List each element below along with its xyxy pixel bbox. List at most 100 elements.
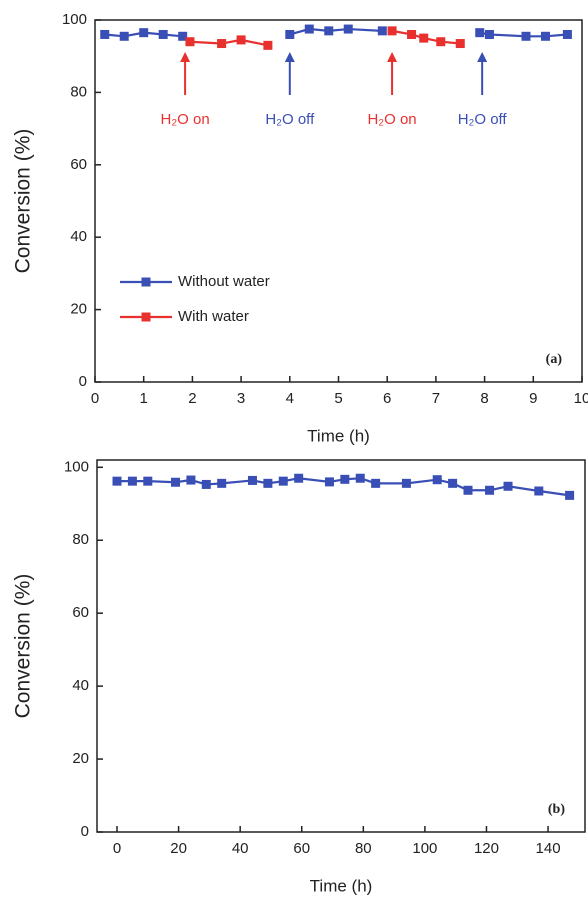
plot-frame [96,459,586,833]
x-tick-label: 40 [232,840,249,857]
data-point [158,29,168,39]
data-point [324,26,334,36]
data-point [139,28,149,38]
data-point [401,478,411,488]
x-tick-label: 100 [412,840,437,857]
data-point [263,40,273,50]
data-point [201,479,211,489]
x-tick-label: 0 [113,840,121,857]
data-point [304,24,314,34]
legend-marker [141,277,151,287]
data-point [407,29,417,39]
data-point [236,35,246,45]
annotation-text: H₂O on [367,111,416,128]
panel-label: (a) [546,352,563,367]
x-tick-label: 10 [574,390,588,407]
data-point [100,29,110,39]
x-tick-label: 1 [140,390,148,407]
y-tick-label: 60 [70,156,87,173]
y-tick-label: 80 [70,83,87,100]
data-point [263,478,273,488]
x-tick-label: 3 [237,390,245,407]
data-point [484,29,494,39]
data-point [278,476,288,486]
data-point [455,39,465,49]
data-point [217,39,227,49]
data-point [340,474,350,484]
data-point [127,476,137,486]
data-point [562,29,572,39]
data-point [565,490,575,500]
annotation-arrowhead [477,52,488,62]
data-point [294,473,304,483]
legend-marker [141,312,151,322]
data-point [448,478,458,488]
data-point [540,31,550,41]
y-tick-label: 20 [72,750,89,767]
data-point [343,24,353,34]
x-tick-label: 7 [432,390,440,407]
data-point [178,31,188,41]
y-axis-title: Conversion (%) [12,129,35,274]
legend-label: With water [178,308,249,325]
x-axis-title: Time (h) [307,426,370,445]
y-tick-label: 40 [72,677,89,694]
y-tick-label: 0 [79,373,87,390]
data-point [436,37,446,47]
annotation-text: H₂O off [265,111,315,128]
x-tick-label: 9 [529,390,537,407]
y-tick-label: 60 [72,604,89,621]
x-axis-title: Time (h) [310,876,373,895]
data-point [463,485,473,495]
annotation-arrowhead [387,52,398,62]
legend-label: Without water [178,273,270,290]
data-point [119,31,129,41]
x-tick-label: 140 [536,840,561,857]
data-point [285,29,295,39]
data-point [247,475,257,485]
x-tick-label: 80 [355,840,372,857]
annotation-arrowhead [284,52,295,62]
y-tick-label: 100 [64,458,89,475]
y-axis-title: Conversion (%) [12,574,35,719]
data-point [355,473,365,483]
x-tick-label: 60 [293,840,310,857]
data-point [534,486,544,496]
plot-frame [94,19,583,383]
y-tick-label: 80 [72,531,89,548]
x-tick-label: 120 [474,840,499,857]
data-point [185,37,195,47]
annotation-text: H₂O off [458,111,508,128]
x-tick-label: 4 [286,390,294,407]
data-point [371,478,381,488]
x-tick-label: 8 [480,390,488,407]
data-point [324,477,334,487]
series-line [104,27,568,38]
data-point [112,476,122,486]
annotation-arrowhead [180,52,191,62]
data-point [521,31,531,41]
x-tick-label: 20 [170,840,187,857]
data-point [503,481,513,491]
annotation-text: H₂O on [161,111,210,128]
data-point [475,28,485,38]
data-point [377,26,387,36]
y-tick-label: 40 [70,228,87,245]
data-point [387,26,397,36]
y-tick-label: 100 [62,11,87,28]
x-tick-label: 5 [334,390,342,407]
data-point [143,476,153,486]
x-tick-label: 0 [91,390,99,407]
data-point [186,475,196,485]
y-tick-label: 0 [81,823,89,840]
x-tick-label: 2 [188,390,196,407]
data-point [419,33,429,43]
data-point [217,478,227,488]
data-point [171,477,181,487]
data-point [485,485,495,495]
panel-label: (b) [548,802,565,817]
x-tick-label: 6 [383,390,391,407]
data-point [432,475,442,485]
y-tick-label: 20 [70,301,87,318]
